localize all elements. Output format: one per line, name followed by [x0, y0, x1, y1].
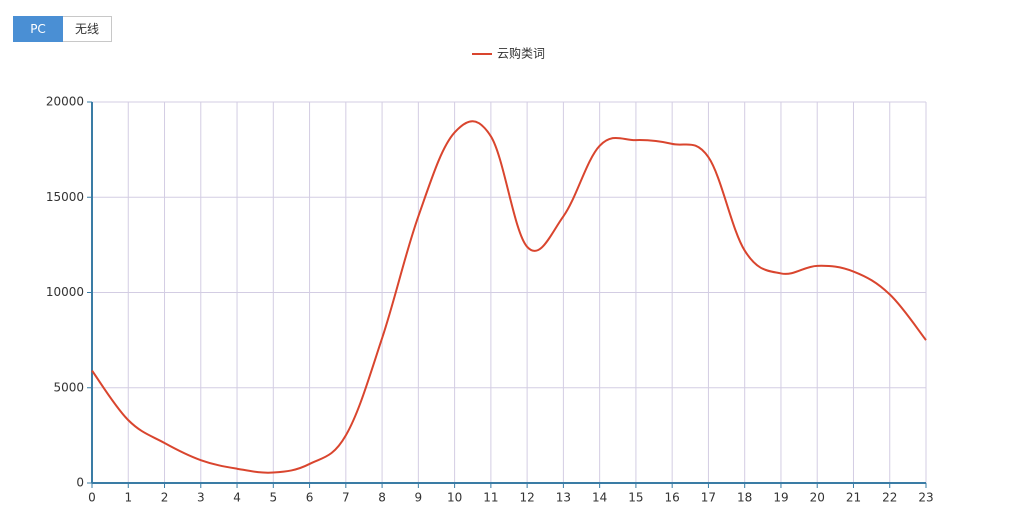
x-tick-label: 8	[378, 491, 386, 505]
x-tick-label: 21	[846, 491, 861, 505]
y-tick-label: 5000	[53, 380, 84, 394]
x-tick-label: 22	[882, 491, 897, 505]
tab[interactable]: PC	[13, 16, 63, 42]
x-tick-label: 13	[556, 491, 571, 505]
x-tick-label: 5	[269, 491, 277, 505]
tab[interactable]: 无线	[63, 16, 112, 42]
x-tick-label: 18	[737, 491, 752, 505]
x-tick-label: 12	[519, 491, 534, 505]
x-tick-label: 23	[918, 491, 933, 505]
x-tick-label: 19	[773, 491, 788, 505]
legend-label: 云购类词	[497, 46, 545, 61]
x-tick-label: 4	[233, 491, 241, 505]
x-tick-label: 0	[88, 491, 96, 505]
x-tick-label: 1	[124, 491, 132, 505]
x-tick-label: 9	[415, 491, 423, 505]
x-tick-label: 15	[628, 491, 643, 505]
y-tick-label: 15000	[46, 190, 84, 204]
x-tick-label: 14	[592, 491, 607, 505]
tab-bar: PC 无线	[13, 16, 112, 42]
x-tick-label: 6	[306, 491, 314, 505]
x-tick-label: 10	[447, 491, 462, 505]
x-tick-label: 3	[197, 491, 205, 505]
x-tick-label: 11	[483, 491, 498, 505]
x-tick-label: 17	[701, 491, 716, 505]
y-tick-label: 10000	[46, 285, 84, 299]
x-tick-label: 7	[342, 491, 350, 505]
x-tick-label: 2	[161, 491, 169, 505]
x-tick-label: 20	[810, 491, 825, 505]
y-tick-label: 20000	[46, 95, 84, 109]
y-tick-label: 0	[76, 476, 84, 490]
x-tick-label: 16	[665, 491, 680, 505]
line	[91, 120, 927, 474]
